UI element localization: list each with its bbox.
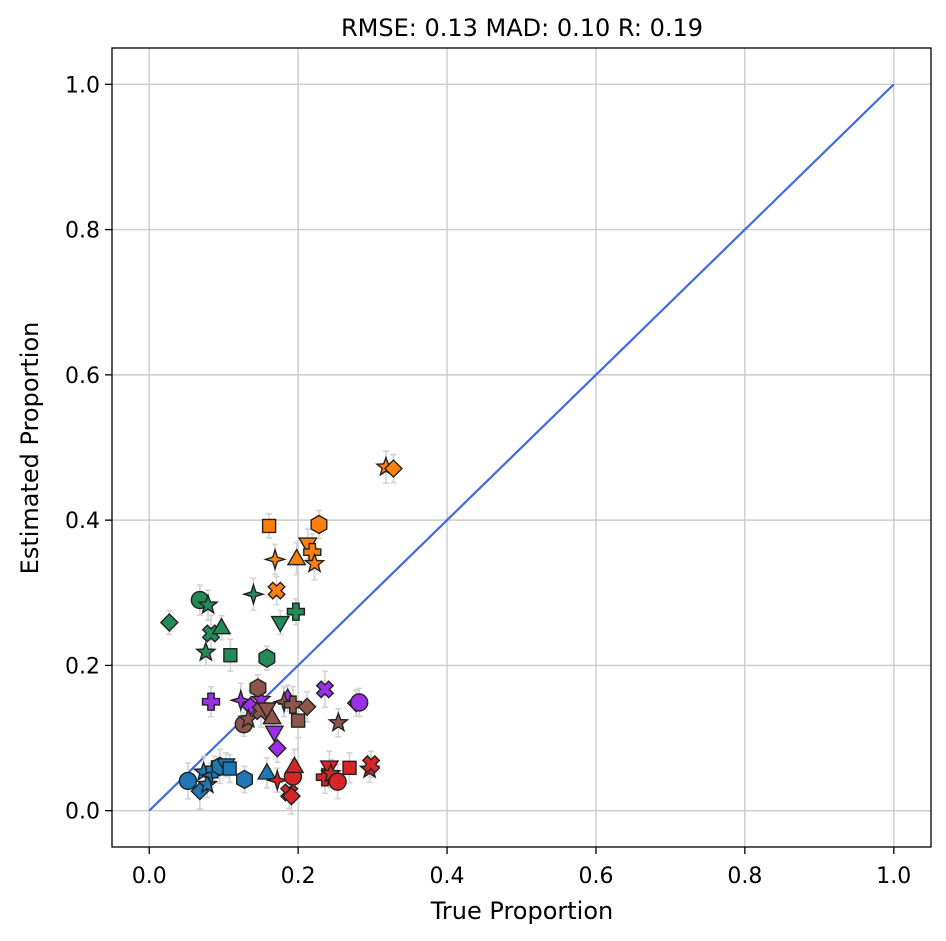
data-point-x xyxy=(361,754,381,774)
data-point-square xyxy=(261,518,277,534)
data-point-hexagon xyxy=(249,678,267,698)
data-point-circle xyxy=(349,693,369,712)
data-point-square xyxy=(223,648,238,663)
data-point-hexagon xyxy=(258,648,276,668)
data-point-star4 xyxy=(265,768,290,793)
x-tick-label: 0.6 xyxy=(578,864,613,889)
x-tick-label: 0.4 xyxy=(430,864,465,889)
data-point-star xyxy=(197,593,219,615)
data-point-x xyxy=(267,581,286,600)
data-point-triangle xyxy=(286,548,307,566)
data-point-triangle xyxy=(262,707,282,725)
data-point-triangle xyxy=(284,755,305,774)
data-point-diamond xyxy=(267,738,287,758)
y-axis-ticks: 0.0 0.2 0.4 0.6 0.8 1.0 xyxy=(65,73,112,825)
data-point-triangle xyxy=(211,617,232,635)
y-tick-label: 1.0 xyxy=(65,73,100,98)
plot-frame xyxy=(111,47,932,848)
y-tick-label: 0.6 xyxy=(65,364,100,389)
data-point-plus xyxy=(283,695,303,714)
data-point-star xyxy=(327,711,350,733)
data-point-x xyxy=(315,680,335,699)
data-point-diamond xyxy=(281,786,301,806)
data-point-diamond xyxy=(297,697,317,717)
data-point-diamond xyxy=(383,459,403,479)
data-point-star xyxy=(196,773,219,794)
y-tick-label: 0.8 xyxy=(65,219,100,244)
data-point-star xyxy=(303,552,326,574)
y-axis-label: Estimated Proportion xyxy=(16,322,44,575)
data-point-diamond xyxy=(159,613,179,633)
x-tick-label: 0.8 xyxy=(727,864,762,889)
identity-line-group xyxy=(148,83,895,812)
x-tick-label: 0.0 xyxy=(132,864,167,889)
data-point-square xyxy=(342,760,357,776)
x-axis-label: True Proportion xyxy=(430,897,613,925)
x-axis-ticks: 0.0 0.2 0.4 0.6 0.8 1.0 xyxy=(132,847,911,889)
identity-line xyxy=(148,83,895,812)
data-points xyxy=(159,455,403,806)
data-point-circle xyxy=(328,772,347,791)
data-point-triangle-down xyxy=(264,725,285,743)
x-tick-label: 1.0 xyxy=(876,864,911,889)
data-point-star4 xyxy=(241,582,266,607)
data-point-star4 xyxy=(228,688,253,713)
data-point-star xyxy=(194,640,217,662)
data-point-circle xyxy=(178,771,198,791)
y-tick-label: 0.4 xyxy=(65,509,100,534)
y-tick-label: 0.2 xyxy=(65,654,100,679)
data-point-square xyxy=(290,713,306,728)
grid xyxy=(112,48,931,847)
y-tick-label: 0.0 xyxy=(65,800,100,825)
data-point-plus xyxy=(201,692,221,711)
data-point-triangle-down xyxy=(270,615,291,633)
data-point-star4 xyxy=(263,547,287,572)
chart-title: RMSE: 0.13 MAD: 0.10 R: 0.19 xyxy=(341,14,703,42)
data-point-triangle xyxy=(256,762,277,780)
data-point-hexagon xyxy=(310,514,328,535)
x-tick-label: 0.2 xyxy=(281,864,316,889)
data-point-square xyxy=(222,761,237,776)
data-point-plus xyxy=(286,602,306,621)
data-point-hexagon xyxy=(236,769,254,790)
